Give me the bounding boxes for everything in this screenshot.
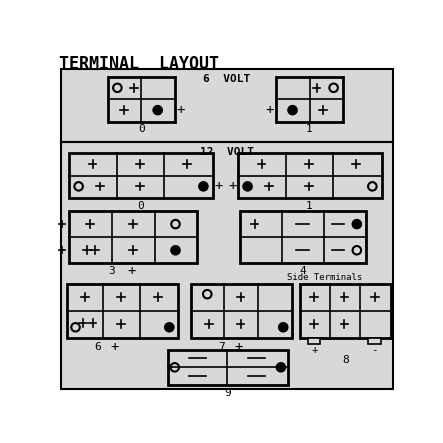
- Circle shape: [243, 182, 252, 190]
- Text: 0: 0: [137, 201, 144, 210]
- Text: +: +: [228, 179, 236, 194]
- Text: 8: 8: [342, 354, 349, 365]
- Text: 12  VOLT: 12 VOLT: [200, 148, 254, 158]
- Bar: [191, 284, 292, 338]
- Bar: [168, 350, 288, 385]
- Bar: [69, 211, 197, 264]
- Text: Side Terminals: Side Terminals: [287, 273, 362, 283]
- Text: 0: 0: [138, 124, 145, 134]
- Circle shape: [353, 220, 361, 228]
- Circle shape: [165, 323, 174, 331]
- Circle shape: [288, 106, 297, 114]
- Text: -: -: [372, 346, 378, 355]
- Bar: [238, 153, 382, 198]
- Circle shape: [199, 182, 208, 190]
- Text: 1: 1: [306, 124, 313, 134]
- Bar: [276, 77, 343, 122]
- Circle shape: [279, 323, 288, 331]
- Text: 1: 1: [306, 201, 313, 210]
- Text: +: +: [111, 339, 119, 354]
- Circle shape: [276, 363, 285, 372]
- Bar: [67, 284, 178, 338]
- Bar: [369, 338, 381, 344]
- Text: +: +: [177, 103, 185, 117]
- Text: +: +: [215, 179, 223, 194]
- Text: +: +: [311, 346, 317, 355]
- Text: 9: 9: [224, 389, 231, 399]
- Text: TERMINAL  LAYOUT: TERMINAL LAYOUT: [59, 55, 219, 73]
- Bar: [61, 143, 393, 389]
- Text: 7: 7: [219, 342, 225, 352]
- Bar: [69, 153, 213, 198]
- Text: 6  VOLT: 6 VOLT: [203, 74, 250, 84]
- Text: +: +: [127, 264, 136, 278]
- Text: 4: 4: [299, 266, 306, 276]
- Circle shape: [153, 106, 162, 114]
- Bar: [308, 338, 320, 344]
- Text: 3: 3: [109, 266, 115, 276]
- Bar: [61, 69, 393, 142]
- Text: +: +: [235, 339, 243, 354]
- Bar: [108, 77, 175, 122]
- Circle shape: [171, 246, 180, 255]
- Text: +: +: [266, 103, 274, 117]
- Bar: [240, 211, 366, 264]
- Text: 6: 6: [95, 342, 101, 352]
- Bar: [299, 284, 391, 338]
